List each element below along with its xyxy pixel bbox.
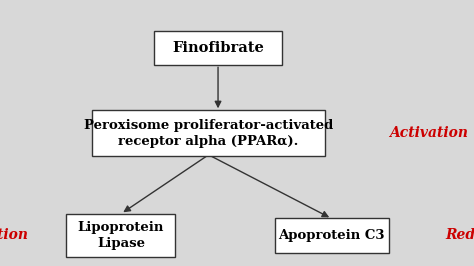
Text: Activation: Activation bbox=[389, 126, 468, 140]
Text: Lipoprotein
Lipase: Lipoprotein Lipase bbox=[78, 221, 164, 250]
Text: Peroxisome proliferator-activated
receptor alpha (PPARα).: Peroxisome proliferator-activated recept… bbox=[84, 118, 333, 148]
FancyBboxPatch shape bbox=[154, 31, 282, 65]
Text: Apoprotein C3: Apoprotein C3 bbox=[279, 229, 385, 242]
FancyBboxPatch shape bbox=[275, 218, 389, 253]
FancyBboxPatch shape bbox=[66, 214, 175, 257]
Text: Activation: Activation bbox=[0, 228, 28, 242]
FancyBboxPatch shape bbox=[92, 110, 325, 156]
Text: Finofibrate: Finofibrate bbox=[172, 41, 264, 55]
Text: Reduction: Reduction bbox=[446, 228, 474, 242]
